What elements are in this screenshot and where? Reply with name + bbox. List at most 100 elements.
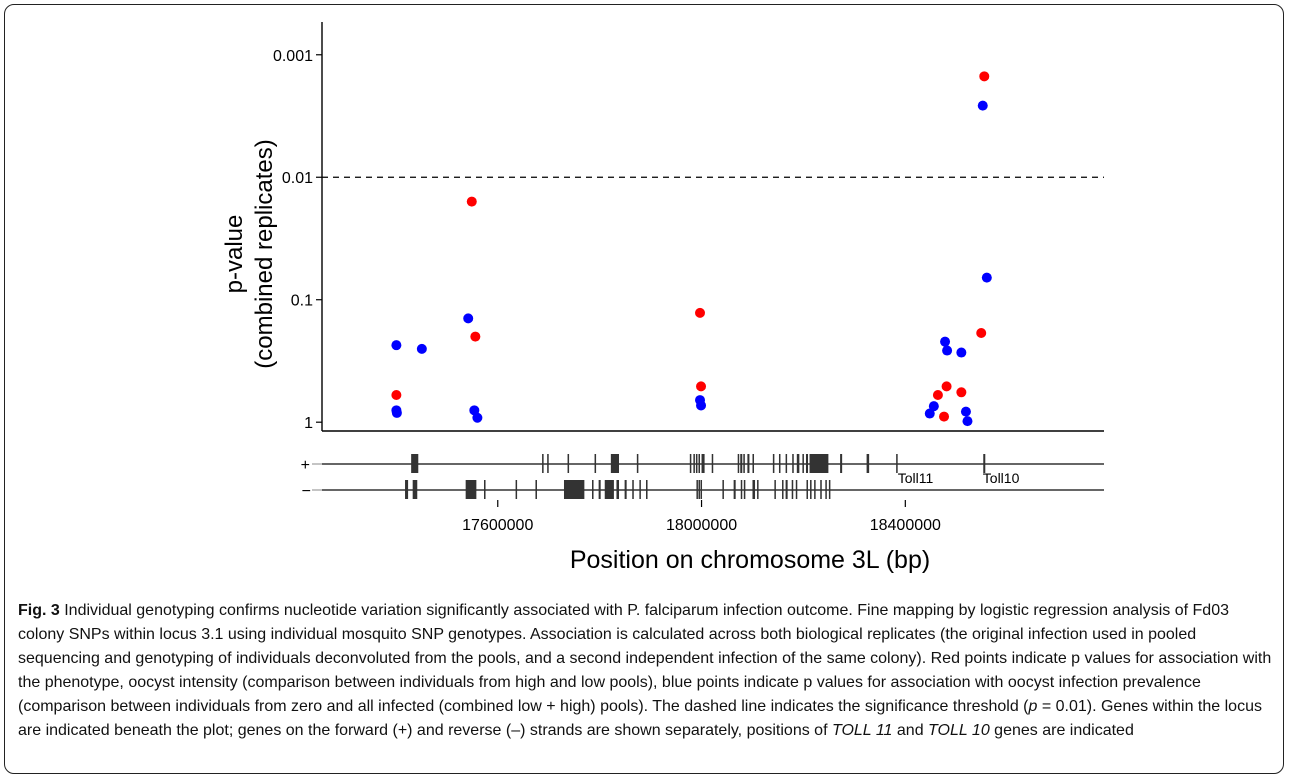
red-point xyxy=(976,328,987,339)
forward-gene xyxy=(693,454,695,473)
forward-gene xyxy=(636,454,639,473)
gene-track: + − Toll11 Toll10 xyxy=(301,454,1104,500)
blue-point xyxy=(962,416,973,427)
blue-point xyxy=(391,407,402,418)
forward-gene xyxy=(411,454,419,473)
reverse-gene xyxy=(785,480,788,499)
y-tick-label: 1 xyxy=(304,415,313,432)
forward-gene xyxy=(796,454,800,473)
figure-caption: Fig. 3 Individual genotyping confirms nu… xyxy=(18,599,1273,743)
reverse-gene xyxy=(828,480,831,499)
red-point xyxy=(470,331,481,342)
caption-toll11: TOLL 11 xyxy=(831,722,893,739)
blue-point xyxy=(928,401,939,412)
red-point xyxy=(466,196,477,207)
forward-strand-label: + xyxy=(301,457,310,474)
forward-gene xyxy=(772,454,775,473)
forward-gene xyxy=(809,454,829,473)
x-tick-label: 18000000 xyxy=(666,517,737,534)
reverse-gene xyxy=(592,480,594,499)
y-tick-label: 0.001 xyxy=(273,48,313,65)
reverse-gene xyxy=(757,480,759,499)
forward-gene xyxy=(743,454,745,473)
caption-text-2: = 0.01). Genes within the locus are indi… xyxy=(18,698,1262,739)
gene-label: Toll10 xyxy=(983,470,1020,486)
y-tick-label: 0.1 xyxy=(291,293,313,310)
red-point xyxy=(979,71,990,82)
reverse-gene xyxy=(624,480,627,499)
forward-gene xyxy=(866,454,870,473)
x-tick-label: 18400000 xyxy=(870,517,941,534)
reverse-gene xyxy=(791,480,794,499)
data-points xyxy=(391,71,992,427)
reverse-gene xyxy=(698,480,700,499)
blue-point xyxy=(956,347,967,358)
gene-label: Toll11 xyxy=(898,470,934,486)
x-tick-label: 17600000 xyxy=(462,517,533,534)
reverse-gene xyxy=(810,480,812,499)
caption-text-4: genes are indicated xyxy=(989,722,1134,739)
forward-gene xyxy=(740,454,743,473)
forward-gene xyxy=(752,454,755,473)
forward-gene xyxy=(698,454,701,473)
reverse-gene xyxy=(484,480,486,499)
gene-labels: Toll11 Toll10 xyxy=(898,470,1020,486)
reverse-gene xyxy=(515,480,518,499)
red-point xyxy=(932,390,943,401)
reverse-genes xyxy=(405,480,831,499)
forward-gene xyxy=(805,454,809,473)
caption-text-3: and xyxy=(892,722,929,739)
y-ticks: 1 0.1 0.01 0.001 xyxy=(273,48,322,432)
reverse-gene xyxy=(696,480,698,499)
forward-gene xyxy=(594,454,597,473)
forward-gene xyxy=(737,454,740,473)
forward-gene xyxy=(711,454,714,473)
forward-gene xyxy=(695,454,698,473)
forward-gene xyxy=(747,454,750,473)
red-point xyxy=(941,381,952,392)
forward-gene xyxy=(840,454,843,473)
plot-axes xyxy=(321,22,1104,432)
reverse-gene xyxy=(825,480,827,499)
reverse-gene xyxy=(535,480,537,499)
reverse-gene xyxy=(646,480,648,499)
blue-point xyxy=(940,336,951,347)
forward-gene xyxy=(567,454,570,473)
caption-label: Fig. 3 xyxy=(18,602,60,619)
forward-gene xyxy=(785,454,788,473)
red-point xyxy=(956,387,967,398)
reverse-gene xyxy=(740,480,743,499)
caption-toll10: TOLL 10 xyxy=(928,722,990,739)
reverse-gene xyxy=(806,480,808,499)
reverse-gene xyxy=(598,480,601,499)
reverse-gene xyxy=(752,480,756,499)
forward-gene xyxy=(542,454,544,473)
forward-gene xyxy=(983,454,986,473)
caption-text-1: Individual genotyping confirms nucleotid… xyxy=(18,602,1272,715)
blue-point xyxy=(977,100,988,111)
reverse-gene xyxy=(604,480,614,499)
blue-point xyxy=(472,412,483,423)
red-point xyxy=(696,381,707,392)
red-point xyxy=(939,411,950,422)
y-axis-label-line1: p-value xyxy=(221,215,248,294)
reverse-strand-label: − xyxy=(302,483,311,500)
reverse-gene xyxy=(814,480,816,499)
association-plot: 1 0.1 0.01 0.001 p-value (combined replicat… xyxy=(221,22,1104,574)
reverse-gene xyxy=(782,480,784,499)
caption-p-symbol: p xyxy=(1028,698,1038,715)
figure-frame xyxy=(4,4,1284,774)
reverse-gene xyxy=(632,480,634,499)
reverse-gene xyxy=(743,480,746,499)
blue-point xyxy=(696,400,707,411)
x-axis-label: Position on chromosome 3L (bp) xyxy=(570,546,930,574)
blue-point xyxy=(981,272,992,283)
y-axis-label-line2: (combined replicates) xyxy=(251,139,278,368)
blue-point xyxy=(942,345,953,356)
forward-gene xyxy=(610,454,620,473)
forward-gene xyxy=(547,454,549,473)
blue-point xyxy=(463,313,474,324)
reverse-gene xyxy=(405,480,409,499)
x-ticks: 17600000 18000000 18400000 xyxy=(462,500,941,534)
reverse-gene xyxy=(820,480,822,499)
